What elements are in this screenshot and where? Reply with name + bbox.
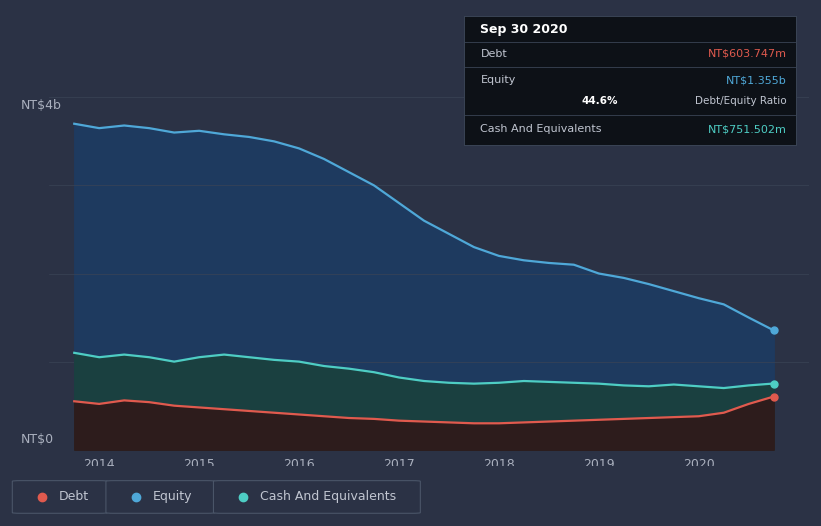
- Text: Cash And Equivalents: Cash And Equivalents: [260, 490, 397, 503]
- Text: Equity: Equity: [480, 75, 516, 85]
- Text: Equity: Equity: [153, 490, 192, 503]
- Text: 44.6%: 44.6%: [582, 96, 618, 106]
- FancyBboxPatch shape: [106, 481, 215, 513]
- Text: NT$603.747m: NT$603.747m: [708, 49, 787, 59]
- Text: Debt: Debt: [480, 49, 507, 59]
- Text: Debt/Equity Ratio: Debt/Equity Ratio: [695, 96, 787, 106]
- Text: NT$0: NT$0: [21, 433, 53, 446]
- Text: NT$1.355b: NT$1.355b: [726, 75, 787, 85]
- Text: Cash And Equivalents: Cash And Equivalents: [480, 124, 602, 134]
- Text: Sep 30 2020: Sep 30 2020: [480, 23, 568, 36]
- FancyBboxPatch shape: [12, 481, 108, 513]
- Text: Debt: Debt: [59, 490, 89, 503]
- Text: NT$751.502m: NT$751.502m: [708, 124, 787, 134]
- FancyBboxPatch shape: [213, 481, 420, 513]
- Text: NT$4b: NT$4b: [21, 99, 62, 112]
